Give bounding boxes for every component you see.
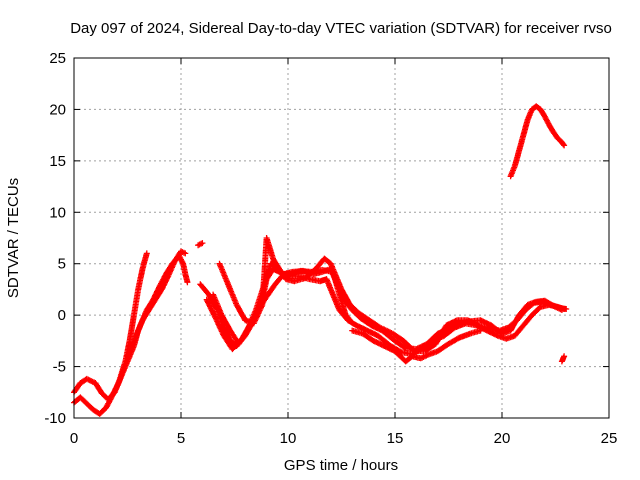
data-points xyxy=(507,103,568,180)
y-tick-label: 5 xyxy=(58,256,66,273)
y-axis-label: SDTVAR / TECUs xyxy=(5,178,22,298)
y-tick-label: -5 xyxy=(53,359,66,376)
x-tick-label: 15 xyxy=(387,430,404,447)
plot-frame xyxy=(73,57,610,419)
y-tick-label: 10 xyxy=(49,204,66,221)
x-tick-label: 5 xyxy=(177,430,185,447)
x-tick-label: 10 xyxy=(280,430,297,447)
series-track-c xyxy=(124,252,191,360)
x-tick-label: 20 xyxy=(494,430,511,447)
y-tick-label: 20 xyxy=(49,101,66,118)
chart-title: Day 097 of 2024, Sidereal Day-to-day VTE… xyxy=(70,20,612,37)
data-points xyxy=(124,252,191,360)
y-tick-label: 0 xyxy=(58,307,66,324)
series-track-d xyxy=(195,240,206,249)
y-tick-label: 15 xyxy=(49,153,66,170)
series-track-j xyxy=(507,103,568,180)
data-series xyxy=(71,103,570,417)
series-track-h xyxy=(216,235,354,327)
data-points xyxy=(216,235,354,327)
series-track-i xyxy=(349,327,484,365)
y-tick-label: -10 xyxy=(44,410,66,427)
x-axis-label: GPS time / hours xyxy=(284,457,398,474)
data-points xyxy=(349,327,484,365)
axis-ticks: 0 5 10 15 20 25 -10 -5 0 5 10 15 20 25 xyxy=(44,50,617,447)
series-track-k xyxy=(558,353,568,365)
y-tick-label: 25 xyxy=(49,50,66,67)
x-tick-label: 25 xyxy=(601,430,618,447)
data-points xyxy=(195,240,206,249)
data-points xyxy=(558,353,568,365)
x-tick-label: 0 xyxy=(70,430,78,447)
